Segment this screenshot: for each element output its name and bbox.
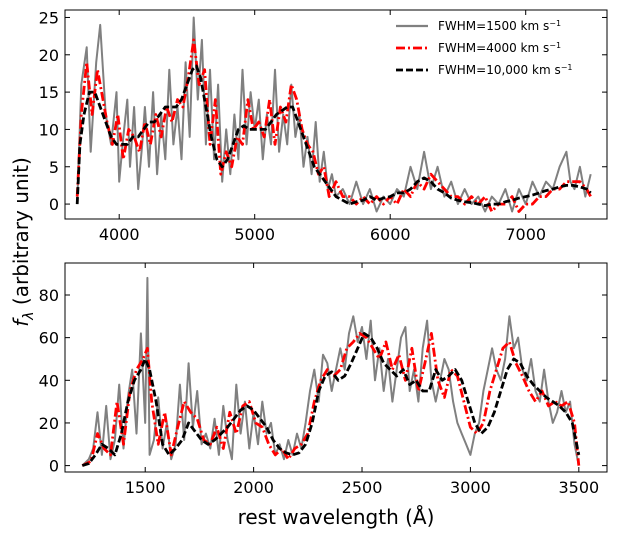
- x-axis-label: rest wavelength (Å): [238, 505, 435, 529]
- bottom-series-fwhm10000-line: [81, 331, 581, 467]
- top-plot-frame: [64, 9, 608, 220]
- bottom-panel: 1500 2000 2500 3000 3500 0 20 40 60 80: [39, 262, 608, 497]
- top-y-tick-label: 20: [39, 46, 59, 65]
- legend-label-fwhm10000: FWHM=10,000 km s−1: [438, 63, 573, 78]
- bottom-plot-frame: [64, 262, 608, 473]
- top-y-tick-label: 10: [39, 120, 59, 139]
- legend: FWHM=1500 km s−1 FWHM=4000 km s−1 FWHM=1…: [396, 19, 573, 78]
- top-y-tick-label: 0: [49, 195, 59, 214]
- top-x-tick-label: 5000: [234, 225, 275, 244]
- legend-label-fwhm1500: FWHM=1500 km s−1: [438, 19, 561, 34]
- bottom-x-tick-label: 2000: [233, 478, 274, 497]
- top-y-tick-label: 5: [49, 158, 59, 177]
- bottom-x-tick-label: 1500: [125, 478, 166, 497]
- top-panel: 4000 5000 6000 7000 0 5 10 15 20 25 FWHM=1500 km …: [39, 8, 608, 244]
- top-y-tick-label: 25: [39, 8, 59, 27]
- bottom-y-tick-label: 80: [39, 286, 59, 305]
- bottom-ticks: 1500 2000 2500 3000 3500 0 20 40 60 80: [39, 263, 607, 497]
- top-x-tick-label: 7000: [505, 225, 546, 244]
- top-x-tick-label: 4000: [99, 225, 140, 244]
- bottom-y-tick-label: 60: [39, 329, 59, 348]
- bottom-x-tick-label: 3000: [450, 478, 491, 497]
- top-series-group: [75, 16, 592, 213]
- top-x-tick-label: 6000: [370, 225, 411, 244]
- bottom-x-tick-label: 3500: [558, 478, 599, 497]
- legend-label-fwhm4000: FWHM=4000 km s−1: [438, 41, 561, 56]
- bottom-y-tick-label: 20: [39, 414, 59, 433]
- top-series-fwhm1500-line: [76, 16, 592, 213]
- top-ticks: 4000 5000 6000 7000 0 5 10 15 20 25: [39, 8, 607, 244]
- y-axis-label: fλ (arbitrary unit): [9, 157, 37, 327]
- bottom-series-group: [81, 276, 581, 467]
- bottom-x-tick-label: 2500: [342, 478, 383, 497]
- top-series-fwhm10000-line: [75, 64, 592, 208]
- top-y-tick-label: 15: [39, 83, 59, 102]
- bottom-y-tick-label: 40: [39, 371, 59, 390]
- bottom-y-tick-label: 0: [49, 457, 59, 476]
